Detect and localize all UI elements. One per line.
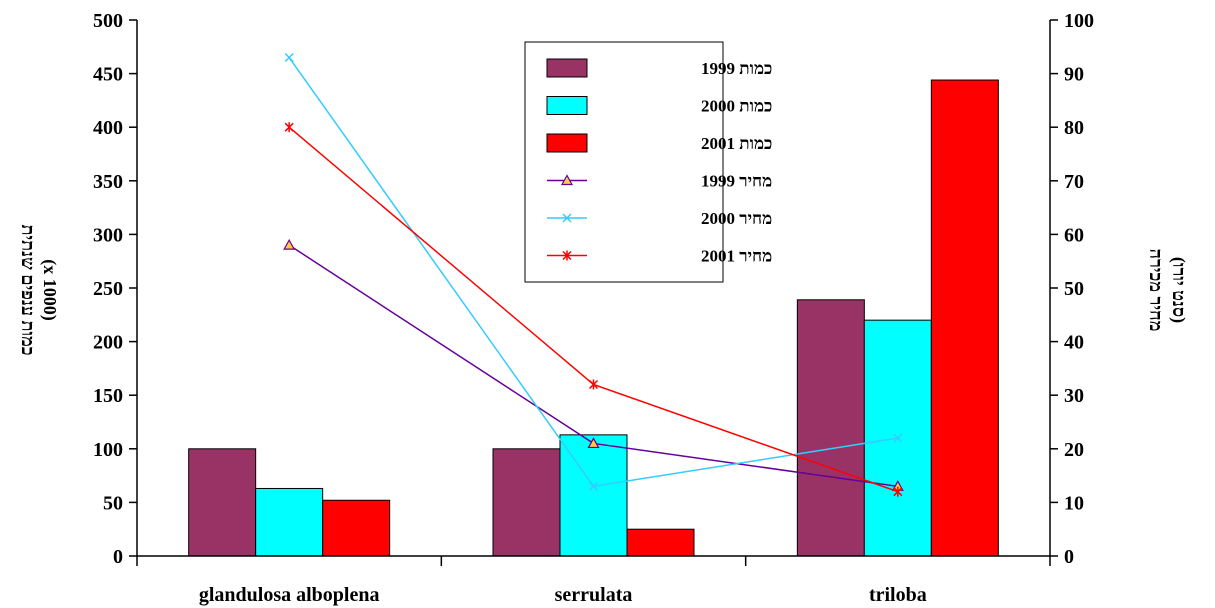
category-label: serrulata bbox=[555, 584, 633, 606]
bar bbox=[930, 79, 999, 557]
legend-label: כמות 2000 bbox=[701, 97, 772, 116]
y2-tick-label: 10 bbox=[1064, 492, 1084, 514]
bar bbox=[255, 487, 324, 557]
y2-tick-label: 0 bbox=[1064, 546, 1074, 568]
y2-tick-label: 90 bbox=[1064, 64, 1084, 86]
line-point bbox=[562, 213, 572, 223]
category-label: glandulosa alboplena bbox=[199, 584, 380, 606]
y-tick-label: 450 bbox=[93, 64, 123, 86]
legend-swatch bbox=[546, 133, 588, 153]
legend: כמות 1999 כמות 2000 כמות 2001 מחיר 1999 מחיר… bbox=[524, 41, 772, 283]
bar bbox=[626, 528, 695, 557]
line-point bbox=[588, 481, 599, 491]
y2-tick-label: 100 bbox=[1064, 10, 1094, 32]
y-tick-label: 400 bbox=[93, 117, 123, 139]
y-tick-label: 300 bbox=[93, 224, 123, 246]
line-point bbox=[587, 437, 600, 449]
legend-box bbox=[524, 41, 724, 283]
line-point-stroke bbox=[562, 213, 572, 223]
y-tick-label: 200 bbox=[93, 332, 123, 354]
y2-tick-label: 20 bbox=[1064, 439, 1084, 461]
y2-tick-label: 30 bbox=[1064, 385, 1084, 407]
line-point-stroke bbox=[284, 52, 294, 63]
category-label: triloba bbox=[869, 584, 927, 606]
bar bbox=[188, 448, 257, 557]
y-axis-unit: (x 1000) bbox=[39, 259, 60, 321]
legend-label: כמות 1999 bbox=[701, 59, 772, 78]
y-tick-label: 250 bbox=[93, 278, 123, 300]
legend-swatch bbox=[546, 58, 588, 78]
bar bbox=[322, 499, 391, 557]
y-tick-label: 350 bbox=[93, 171, 123, 193]
line-point bbox=[284, 122, 294, 133]
y2-tick-label: 70 bbox=[1064, 171, 1084, 193]
line-point bbox=[560, 174, 574, 186]
line-point-stroke bbox=[893, 433, 903, 443]
line-point bbox=[893, 486, 903, 497]
legend-label: כמות 2001 bbox=[701, 134, 772, 153]
price-lines-group bbox=[283, 52, 904, 497]
legend-label: מחיר 2000 bbox=[701, 209, 772, 228]
y-tick-label: 500 bbox=[93, 10, 123, 32]
y2-tick-label: 60 bbox=[1064, 224, 1084, 246]
line-point bbox=[588, 379, 599, 390]
y2-tick-label: 80 bbox=[1064, 117, 1084, 139]
y2-tick-label: 40 bbox=[1064, 332, 1084, 354]
y-tick-label: 0 bbox=[113, 546, 123, 568]
legend-label: מחיר 2001 bbox=[701, 247, 772, 266]
y-tick-label: 150 bbox=[93, 385, 123, 407]
legend-swatch bbox=[546, 96, 588, 115]
y2-tick-label: 50 bbox=[1064, 278, 1084, 300]
bar bbox=[796, 299, 865, 557]
bar bbox=[492, 448, 561, 557]
legend-label: מחיר 1999 bbox=[701, 172, 772, 191]
y-tick-label: 100 bbox=[93, 439, 123, 461]
line-point bbox=[283, 238, 296, 250]
line-point bbox=[562, 250, 572, 261]
y-tick-label: 50 bbox=[103, 492, 123, 514]
line-point bbox=[893, 433, 903, 443]
y2-axis-unit: (סנט יורו) bbox=[1168, 257, 1189, 323]
line-point bbox=[284, 52, 294, 63]
y2-axis-title: מחיר מכירה bbox=[1146, 249, 1166, 332]
y-axis-title: כמות ענפים שנתית bbox=[18, 224, 38, 355]
line-point-stroke bbox=[588, 481, 599, 491]
